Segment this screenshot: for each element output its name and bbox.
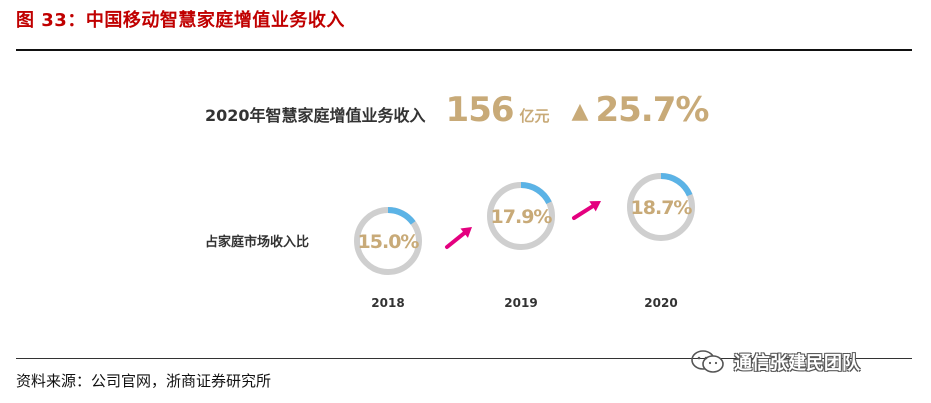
year-label: 2020: [644, 296, 677, 310]
ring-value-label: 15.0%: [358, 231, 420, 253]
watermark: 通信张建民团队: [690, 348, 860, 376]
bottom-rule: [16, 358, 912, 359]
ring-share-2019: [487, 182, 555, 250]
growth-value: 25.7%: [595, 90, 709, 130]
ring-share-2020: [627, 173, 695, 241]
series-label: 占家庭市场收入比: [205, 235, 310, 250]
ring-value-label: 18.7%: [631, 197, 693, 219]
top-rule: [16, 49, 912, 51]
wechat-icon: [691, 350, 724, 373]
source-note: 资料来源：公司官网，浙商证券研究所: [16, 372, 272, 390]
up-triangle-icon: ▲: [571, 99, 589, 124]
year-label: 2019: [504, 296, 537, 310]
figure-title: 图 33：中国移动智慧家庭增值业务收入: [16, 10, 345, 31]
ring-value-label: 17.9%: [491, 206, 553, 228]
growth-indicator: ▲ 25.7%: [571, 90, 710, 130]
headline-label: 2020年智慧家庭增值业务收入: [205, 106, 426, 125]
year-label: 2018: [371, 296, 404, 310]
watermark-text: 通信张建民团队: [734, 353, 860, 374]
headline-unit: 亿元: [519, 107, 550, 125]
growth-arrow-icon: [572, 201, 601, 220]
headline-value: 156: [445, 90, 515, 130]
headline: 2020年智慧家庭增值业务收入 156 亿元 ▲ 25.7%: [205, 90, 710, 130]
ring-share-2018: [354, 207, 422, 275]
growth-arrow-icon: [445, 227, 472, 249]
